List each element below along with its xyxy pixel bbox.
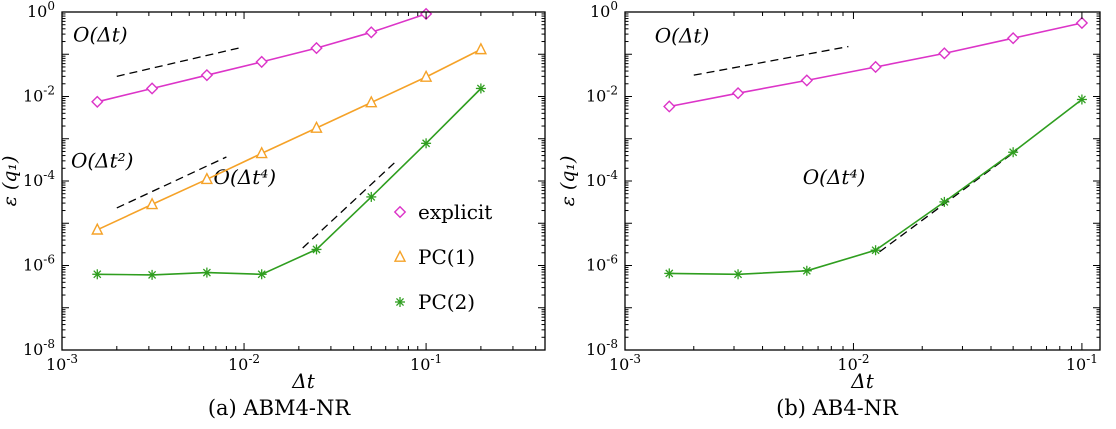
marker-triangle-PC(1) (255, 146, 268, 159)
marker-diamond-explicit (365, 26, 378, 39)
marker-star-PC(2) (312, 245, 321, 254)
marker-star-PC(2) (202, 268, 211, 277)
y-tick-label: 10-8 (23, 337, 55, 359)
marker-triangle-PC(1) (145, 197, 159, 210)
guide-label: O(Δt) (655, 23, 709, 47)
legend-label-PC(1): PC(1) (418, 245, 475, 269)
marker-diamond-explicit (145, 82, 159, 95)
legend-marker-PC(2) (395, 297, 405, 307)
marker-star-PC(2) (802, 266, 811, 275)
caption-a: (a) ABM4-NR (207, 396, 351, 420)
x-axis-label: Δt (850, 369, 874, 392)
marker-triangle-PC(1) (474, 42, 488, 55)
marker-star-PC(2) (367, 192, 376, 201)
guide-line (116, 47, 241, 77)
guide-line (302, 161, 397, 249)
chart-b: O(Δt) O(Δt⁴) 10-3 10-2 10-1 10-8 10-6 10-4 10-2 1… (558, 0, 1101, 392)
marker-triangle-PC(1) (365, 95, 378, 108)
marker-star-PC(2) (734, 270, 743, 279)
y-tick-label: 10-6 (23, 253, 55, 275)
series-line-PC(2) (97, 87, 482, 276)
x-tick-label: 10-1 (410, 352, 442, 374)
guide-label: O(Δt⁴) (803, 165, 866, 189)
marker-star-PC(2) (871, 246, 880, 255)
x-tick-label: 10-2 (837, 352, 869, 374)
marker-triangle-PC(1) (200, 172, 214, 185)
marker-diamond-explicit (938, 47, 951, 60)
x-tick-label: 10-3 (46, 352, 78, 374)
marker-diamond-explicit (200, 68, 214, 82)
guide-line (879, 149, 1018, 253)
marker-star-PC(2) (257, 270, 266, 279)
y-tick-label: 10-4 (586, 168, 618, 190)
legend-marker-PC(1) (393, 249, 407, 262)
x-axis-label: Δt (291, 369, 315, 392)
chart-a: O(Δt) O(Δt²) O(Δt⁴) 10-3 10-2 10-1 10-8 10-6 10-… (0, 0, 546, 392)
y-tick-label: 10-2 (23, 84, 55, 106)
y-axis-label: ε (q₁) (0, 156, 21, 207)
marker-diamond-explicit (800, 74, 814, 87)
marker-diamond-explicit (91, 95, 104, 108)
guide-label: O(Δt²) (71, 148, 133, 172)
marker-diamond-explicit (731, 86, 745, 100)
x-tick-label: 10-2 (228, 352, 260, 374)
guide-label: O(Δt⁴) (214, 165, 276, 189)
marker-star-PC(2) (940, 197, 949, 206)
marker-diamond-explicit (310, 41, 323, 55)
y-tick-label: 100 (27, 0, 55, 21)
guide-line (693, 45, 849, 76)
marker-triangle-PC(1) (310, 120, 323, 133)
y-tick-label: 10-6 (586, 253, 618, 275)
y-tick-label: 10-2 (586, 84, 618, 106)
caption-b: (b) AB4-NR (776, 396, 898, 420)
marker-star-PC(2) (148, 270, 157, 279)
marker-star-PC(2) (422, 139, 431, 148)
y-tick-label: 10-8 (586, 337, 618, 359)
legend-label-PC(2): PC(2) (418, 290, 475, 314)
marker-triangle-PC(1) (419, 69, 433, 82)
marker-diamond-explicit (255, 55, 268, 69)
legend-label-explicit: explicit (418, 200, 492, 224)
marker-star-PC(2) (1009, 148, 1018, 157)
x-tick-label: 10-3 (609, 352, 641, 374)
marker-star-PC(2) (93, 270, 102, 279)
legend-marker-explicit (393, 205, 407, 219)
marker-diamond-explicit (663, 100, 676, 113)
marker-star-PC(2) (665, 269, 674, 278)
y-tick-label: 100 (590, 0, 618, 21)
marker-diamond-explicit (1075, 16, 1089, 30)
series-line-PC(1) (96, 48, 482, 231)
y-axis-label: ε (q₁) (558, 156, 579, 207)
panel-a: O(Δt) O(Δt²) O(Δt⁴) 10-3 10-2 10-1 10-8 10-6 10-… (0, 0, 546, 420)
guide-label: O(Δt) (73, 23, 127, 47)
y-tick-label: 10-4 (23, 168, 55, 190)
panel-b: O(Δt) O(Δt⁴) 10-3 10-2 10-1 10-8 10-6 10-4 10-2 1… (558, 0, 1116, 429)
marker-diamond-explicit (869, 60, 882, 74)
guide-line (116, 156, 227, 209)
marker-star-PC(2) (1077, 95, 1086, 104)
x-tick-label: 10-1 (1066, 352, 1098, 374)
marker-triangle-PC(1) (91, 222, 104, 235)
marker-diamond-explicit (1006, 31, 1020, 45)
marker-star-PC(2) (476, 84, 485, 93)
